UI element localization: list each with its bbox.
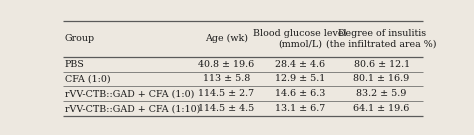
Text: 114.5 ± 4.5: 114.5 ± 4.5 bbox=[198, 104, 255, 113]
Text: rVV-CTB::GAD + CFA (1:0): rVV-CTB::GAD + CFA (1:0) bbox=[65, 89, 194, 98]
Text: 13.1 ± 6.7: 13.1 ± 6.7 bbox=[275, 104, 325, 113]
Text: 28.4 ± 4.6: 28.4 ± 4.6 bbox=[275, 60, 325, 69]
Text: 14.6 ± 6.3: 14.6 ± 6.3 bbox=[274, 89, 325, 98]
Text: Group: Group bbox=[65, 34, 95, 43]
Text: 113 ± 5.8: 113 ± 5.8 bbox=[203, 75, 250, 83]
Text: 80.6 ± 12.1: 80.6 ± 12.1 bbox=[354, 60, 410, 69]
Text: 64.1 ± 19.6: 64.1 ± 19.6 bbox=[354, 104, 410, 113]
Text: 80.1 ± 16.9: 80.1 ± 16.9 bbox=[354, 75, 410, 83]
Text: 40.8 ± 19.6: 40.8 ± 19.6 bbox=[198, 60, 255, 69]
Text: Age (wk): Age (wk) bbox=[205, 34, 248, 43]
Text: 12.9 ± 5.1: 12.9 ± 5.1 bbox=[275, 75, 325, 83]
Text: 114.5 ± 2.7: 114.5 ± 2.7 bbox=[198, 89, 255, 98]
Text: CFA (1:0): CFA (1:0) bbox=[65, 75, 110, 83]
Text: 83.2 ± 5.9: 83.2 ± 5.9 bbox=[356, 89, 407, 98]
Text: PBS: PBS bbox=[65, 60, 85, 69]
Text: Degree of insulitis
(the infiltrated area %): Degree of insulitis (the infiltrated are… bbox=[327, 29, 437, 49]
Text: Blood glucose level
(mmol/L): Blood glucose level (mmol/L) bbox=[253, 29, 346, 49]
Text: rVV-CTB::GAD + CFA (1:10): rVV-CTB::GAD + CFA (1:10) bbox=[65, 104, 200, 113]
